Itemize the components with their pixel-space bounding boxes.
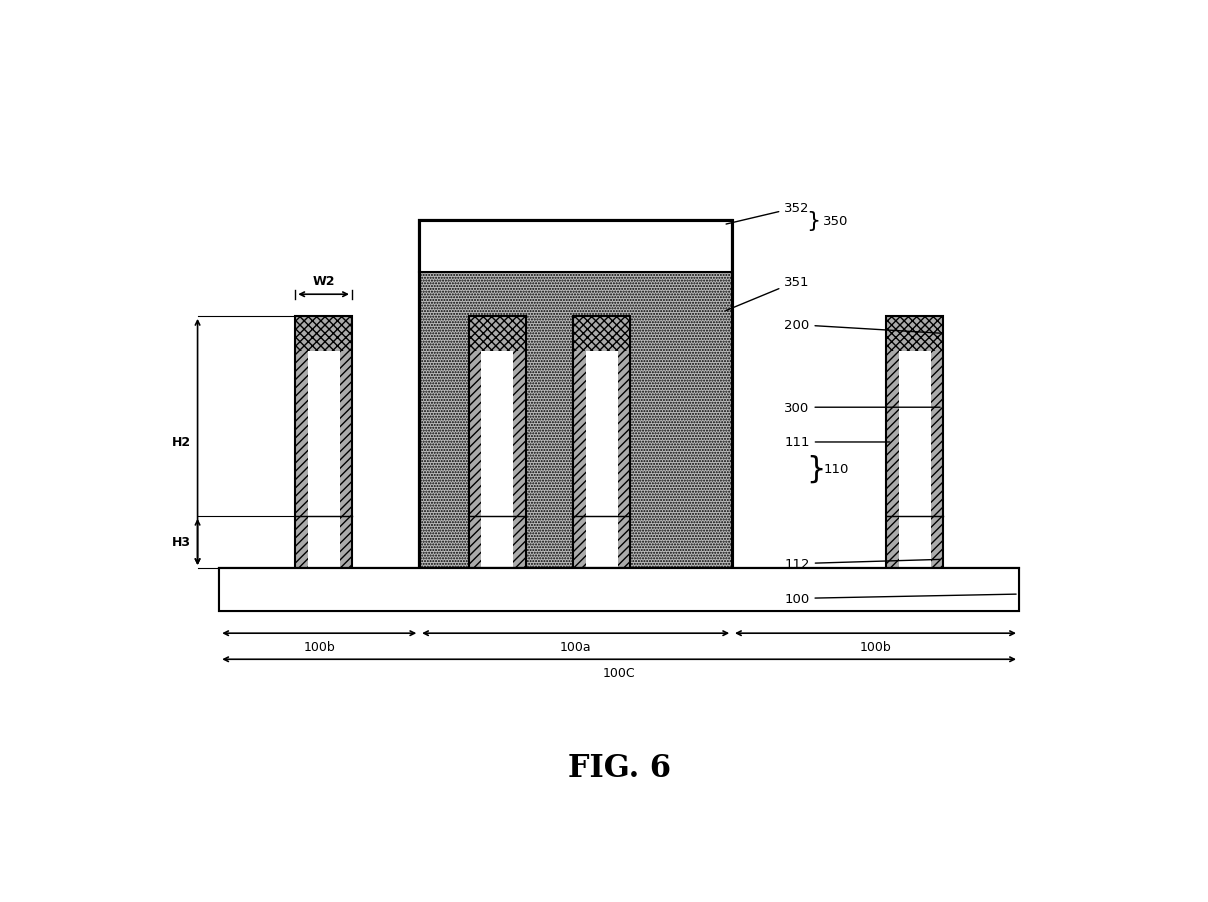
Bar	[220, 568, 1018, 612]
Bar	[586, 351, 617, 568]
Bar	[887, 516, 899, 568]
Bar	[574, 317, 629, 568]
Bar	[308, 351, 339, 516]
Text: W2: W2	[313, 275, 335, 288]
Text: 100b: 100b	[303, 640, 335, 653]
Bar	[339, 516, 352, 568]
Text: H3: H3	[172, 536, 191, 548]
Bar	[574, 516, 586, 568]
Text: 350: 350	[824, 215, 849, 227]
Bar	[295, 516, 308, 568]
Bar	[887, 351, 943, 516]
Text: 100C: 100C	[603, 667, 635, 679]
Bar	[469, 516, 481, 568]
Text: 300: 300	[784, 401, 940, 414]
Bar	[469, 351, 525, 516]
Bar	[930, 516, 943, 568]
Bar	[574, 516, 629, 568]
Bar	[574, 351, 629, 516]
Text: 110: 110	[824, 462, 849, 475]
Bar	[574, 317, 629, 351]
Bar	[469, 317, 525, 351]
Bar	[513, 516, 525, 568]
Bar	[899, 351, 930, 516]
Bar	[295, 351, 352, 516]
Bar	[887, 317, 943, 351]
Bar	[220, 568, 1018, 612]
Bar	[469, 317, 525, 568]
Text: 351: 351	[726, 275, 809, 311]
Text: 100a: 100a	[559, 640, 592, 653]
Text: H2: H2	[172, 436, 191, 449]
Text: }: }	[806, 454, 825, 483]
Bar	[617, 516, 629, 568]
Text: 111: 111	[784, 436, 889, 449]
Bar	[481, 351, 513, 516]
Bar	[419, 273, 732, 568]
Bar	[295, 516, 352, 568]
Text: 200: 200	[784, 318, 940, 334]
Bar	[295, 317, 352, 568]
Bar	[887, 317, 943, 568]
Bar	[469, 516, 525, 568]
Text: 112: 112	[784, 557, 940, 571]
Bar	[419, 221, 732, 568]
Bar	[295, 317, 352, 351]
Bar	[419, 221, 732, 273]
Bar	[586, 351, 617, 516]
Text: 100b: 100b	[860, 640, 892, 653]
Text: 100: 100	[784, 593, 1016, 605]
Text: FIG. 6: FIG. 6	[568, 752, 670, 784]
Bar	[481, 351, 513, 568]
Text: }: }	[806, 211, 820, 231]
Text: 352: 352	[726, 201, 809, 225]
Bar	[887, 516, 943, 568]
